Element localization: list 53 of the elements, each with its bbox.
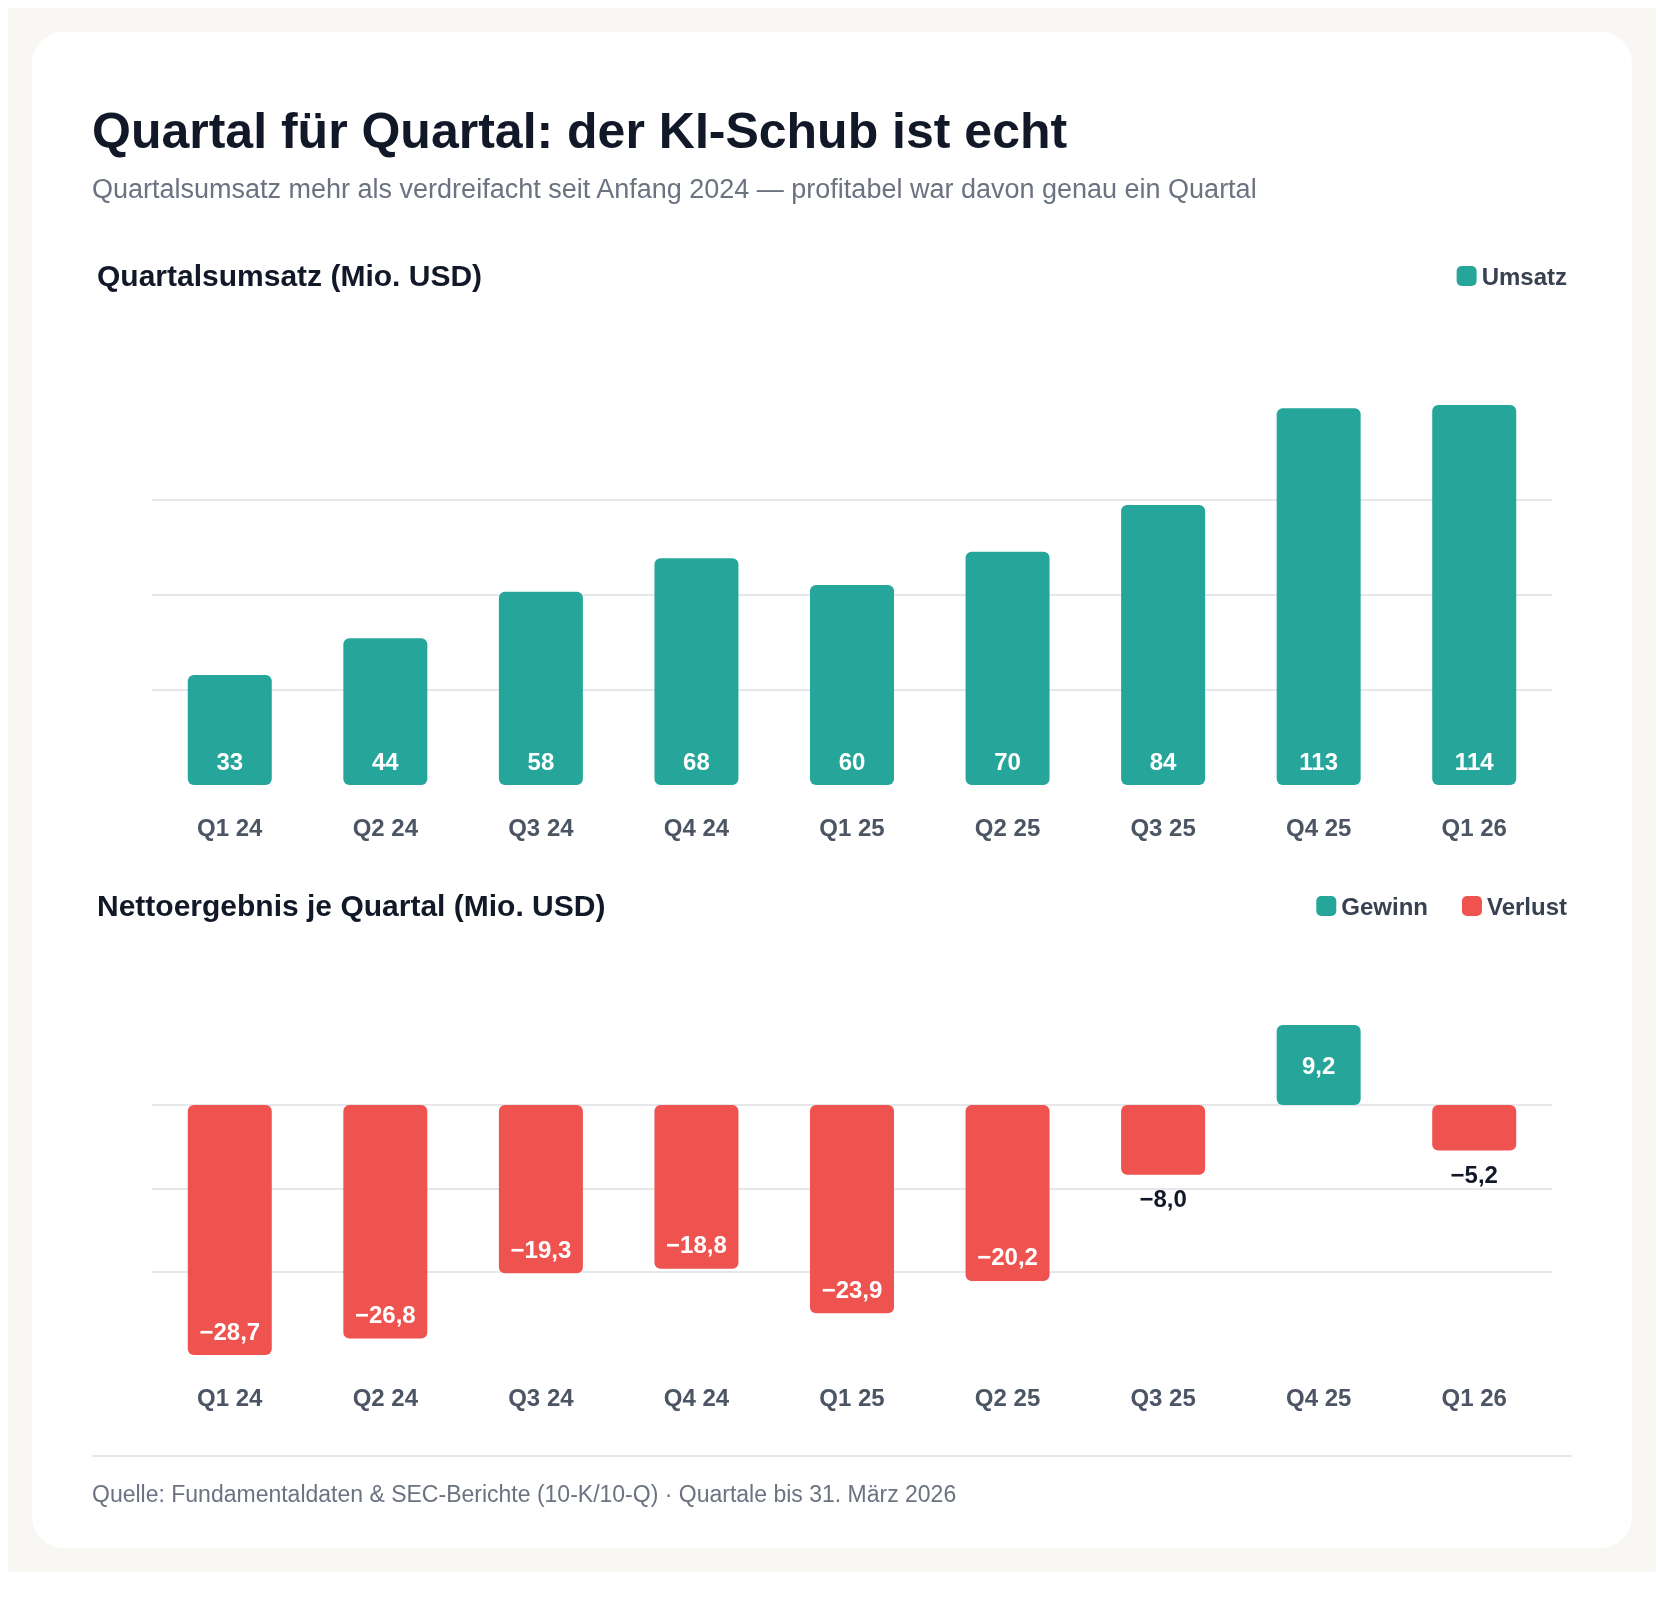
- x-tick-label: Q2 25: [974, 1383, 1041, 1411]
- x-tick-label: Q2 24: [352, 1383, 419, 1411]
- legend-label: Verlust: [1486, 892, 1568, 920]
- bar: [498, 591, 583, 785]
- bar: [343, 638, 428, 785]
- x-tick-label: Q3 25: [1130, 1383, 1196, 1411]
- data-label: 114: [1454, 747, 1495, 775]
- legend-label: Gewinn: [1341, 892, 1428, 920]
- data-label: 60: [838, 747, 866, 775]
- data-label: −20,2: [977, 1243, 1038, 1271]
- data-label: −23,9: [821, 1275, 883, 1303]
- y-axis-title: Quartalsumsatz (Mio. USD): [97, 258, 483, 292]
- x-tick-label: Q4 24: [663, 813, 730, 841]
- x-tick-label: Q4 25: [1285, 1383, 1352, 1411]
- data-label: 70: [994, 747, 1021, 775]
- bar: [654, 558, 739, 785]
- bar: [187, 675, 272, 785]
- bar: [1432, 405, 1517, 785]
- data-label: 68: [683, 747, 710, 775]
- chart-title: Quartal für Quartal: der KI-Schub ist echt: [92, 102, 1069, 160]
- bar: [810, 585, 894, 785]
- bar: [1276, 408, 1361, 785]
- source-note: Quelle: Fundamentaldaten & SEC-Berichte (10-K/10-Q) · Quartale bis 31. März 2026: [92, 1481, 958, 1508]
- data-label: −5,2: [1450, 1160, 1498, 1188]
- x-tick-label: Q1 25: [819, 813, 885, 841]
- x-tick-label: Q3 24: [508, 813, 575, 841]
- bar: [965, 551, 1050, 785]
- data-label: 9,2: [1301, 1051, 1336, 1079]
- data-label: 44: [371, 747, 400, 775]
- x-tick-label: Q1 24: [197, 1383, 264, 1411]
- legend-label: Umsatz: [1481, 262, 1567, 290]
- x-tick-label: Q1 24: [197, 813, 264, 841]
- x-tick-label: Q2 25: [974, 813, 1041, 841]
- data-label: −19,3: [510, 1235, 572, 1263]
- x-tick-label: Q1 26: [1441, 1383, 1507, 1411]
- y-axis-title: Nettoergebnis je Quartal (Mio. USD): [97, 888, 606, 922]
- x-tick-label: Q1 25: [819, 1383, 885, 1411]
- data-label: −26,8: [354, 1300, 416, 1328]
- x-tick-label: Q4 25: [1285, 813, 1352, 841]
- data-label: 33: [216, 747, 244, 775]
- data-label: −28,7: [199, 1317, 261, 1345]
- data-label: −18,8: [666, 1231, 727, 1259]
- bar: [1121, 505, 1206, 785]
- chart-subtitle: Quartalsumsatz mehr als verdreifacht seit Anfang 2024 — profitabel war davon genau ein Quartal: [92, 174, 1258, 205]
- x-tick-label: Q3 25: [1130, 813, 1196, 841]
- data-label: 84: [1149, 747, 1178, 775]
- data-label: −8,0: [1139, 1185, 1187, 1213]
- data-label: 58: [527, 747, 555, 775]
- x-tick-label: Q3 24: [508, 1383, 575, 1411]
- data-label: 113: [1299, 747, 1339, 775]
- x-tick-label: Q2 24: [352, 813, 419, 841]
- x-tick-label: Q4 24: [663, 1383, 730, 1411]
- x-tick-label: Q1 26: [1441, 813, 1507, 841]
